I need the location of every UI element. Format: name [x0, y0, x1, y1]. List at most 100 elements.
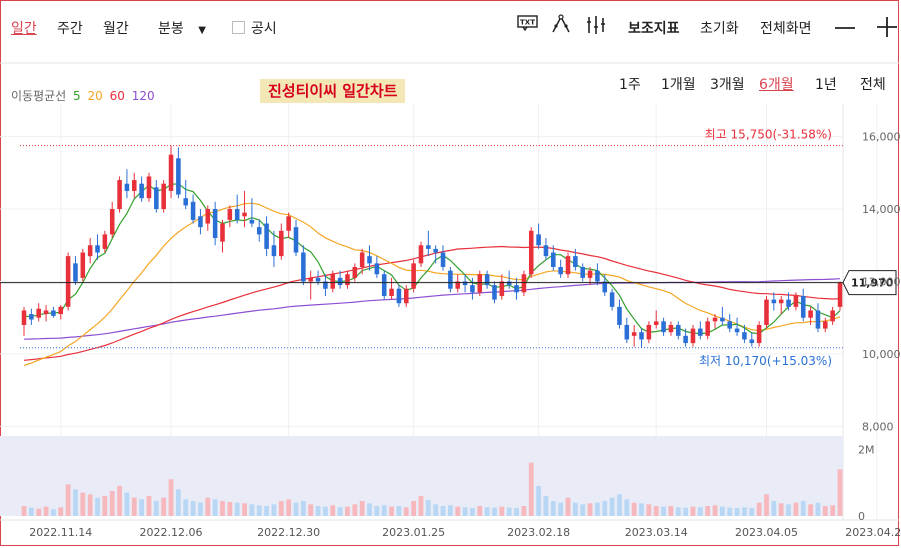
candle-body — [154, 187, 159, 210]
candle-body — [617, 306, 622, 325]
candle-body — [749, 339, 755, 344]
volume-bar — [470, 508, 475, 516]
volume-bar — [558, 502, 564, 516]
candle-body — [786, 299, 791, 307]
range-1y[interactable]: 1년 — [815, 77, 837, 93]
volume-bar — [536, 486, 541, 516]
volume-bar — [837, 469, 843, 516]
volume-bar — [690, 506, 696, 516]
candle-body — [646, 324, 652, 340]
volume-bar — [212, 499, 218, 516]
candle-body — [36, 308, 41, 318]
volume-bar — [300, 501, 306, 516]
x-tick-label: 2022.12.06 — [140, 526, 203, 539]
candle-body — [624, 324, 630, 340]
volume-bar — [433, 504, 439, 516]
candle-body — [558, 267, 563, 275]
candle-body — [212, 209, 218, 239]
ma-5-label: 5 — [73, 89, 81, 103]
candle-body — [146, 176, 152, 199]
disclosure-label: 공시 — [251, 21, 277, 37]
volume-bar — [73, 489, 78, 516]
candle-body — [256, 227, 262, 235]
candle-body — [381, 274, 387, 296]
current-price-tag: 11,970 — [842, 270, 897, 296]
tab-weekly[interactable]: 주간 — [57, 21, 83, 37]
candle-body — [573, 256, 578, 267]
candle-body — [602, 281, 608, 293]
candle-body — [190, 201, 196, 220]
volume-bar — [425, 500, 431, 516]
candle-body — [51, 310, 56, 316]
candle-body — [837, 282, 843, 307]
volume-bar — [337, 507, 343, 516]
volume-bar — [447, 505, 453, 516]
x-tick-label: 2023.02.18 — [507, 526, 570, 539]
tab-daily[interactable]: 일간 — [11, 21, 37, 37]
range-1m[interactable]: 1개월 — [661, 77, 696, 93]
volume-bar — [455, 506, 461, 516]
volume-bar — [374, 506, 380, 516]
volume-bar — [234, 502, 240, 516]
minus-icon[interactable] — [834, 18, 856, 42]
candle-body — [440, 252, 446, 267]
candle-body — [668, 324, 674, 333]
volume-bar — [617, 494, 622, 516]
current-price-value: 11,970 — [851, 277, 894, 290]
volume-bar — [800, 501, 806, 516]
volume-bar — [808, 504, 813, 516]
fullscreen-button[interactable]: 전체화면 — [760, 21, 812, 37]
candle-body — [139, 183, 144, 199]
range-3m[interactable]: 3개월 — [710, 77, 745, 93]
range-1w[interactable]: 1주 — [619, 77, 641, 93]
candle-body — [778, 299, 784, 304]
ma-legend: 이동평균선 5 20 60 120 — [11, 87, 158, 104]
volume-bar — [514, 508, 519, 516]
volume-bar — [602, 501, 608, 516]
volume-bar — [315, 506, 321, 516]
text-annotation-icon[interactable]: TXT — [517, 14, 539, 36]
volume-bar — [550, 501, 556, 516]
candle-body — [308, 277, 313, 282]
candle-body — [734, 328, 740, 333]
candle-body — [359, 252, 365, 267]
candle-body — [462, 281, 468, 286]
plus-icon[interactable] — [876, 16, 898, 42]
y-tick-label: 14,000 — [862, 203, 901, 216]
volume-bar — [198, 502, 203, 516]
drawing-tool-icon[interactable] — [551, 14, 571, 38]
checkbox-icon[interactable] — [232, 21, 245, 34]
range-6m[interactable]: 6개월 — [759, 77, 794, 93]
volume-bar — [389, 506, 394, 516]
volume-bar — [278, 501, 284, 516]
volume-bar — [734, 508, 740, 516]
volume-bar — [367, 503, 372, 516]
candle-body — [528, 230, 534, 275]
volume-bar — [220, 501, 225, 516]
candle-body — [484, 274, 490, 286]
tab-monthly[interactable]: 월간 — [103, 21, 129, 37]
candle-body — [352, 267, 358, 278]
reset-button[interactable]: 초기화 — [700, 21, 739, 37]
ma-legend-label: 이동평균선 — [11, 89, 67, 103]
minute-dropdown[interactable]: 분봉 ▼ — [158, 18, 206, 38]
candle-body — [565, 256, 571, 275]
indicator-icon[interactable] — [585, 14, 607, 40]
range-all[interactable]: 전체 — [860, 77, 886, 93]
x-tick-label: 2022.12.30 — [257, 526, 320, 539]
candle-body — [800, 295, 806, 318]
volume-bar — [624, 499, 630, 516]
candle-body — [742, 332, 747, 340]
volume-bar — [411, 501, 417, 516]
volume-bar — [131, 497, 137, 516]
y-tick-label: 12,000 — [862, 275, 901, 288]
volume-bar — [102, 496, 108, 516]
disclosure-toggle[interactable]: 공시 — [232, 18, 277, 38]
annotations: 최고 15,750(-31.58%) 최저 10,170(+15.03%) 11… — [0, 128, 897, 368]
candle-body — [286, 216, 291, 231]
indicator-button[interactable]: 보조지표 — [628, 21, 680, 37]
y-tick-label: 16,000 — [862, 131, 901, 144]
volume-bar — [631, 502, 637, 516]
volume-bar — [153, 501, 159, 516]
